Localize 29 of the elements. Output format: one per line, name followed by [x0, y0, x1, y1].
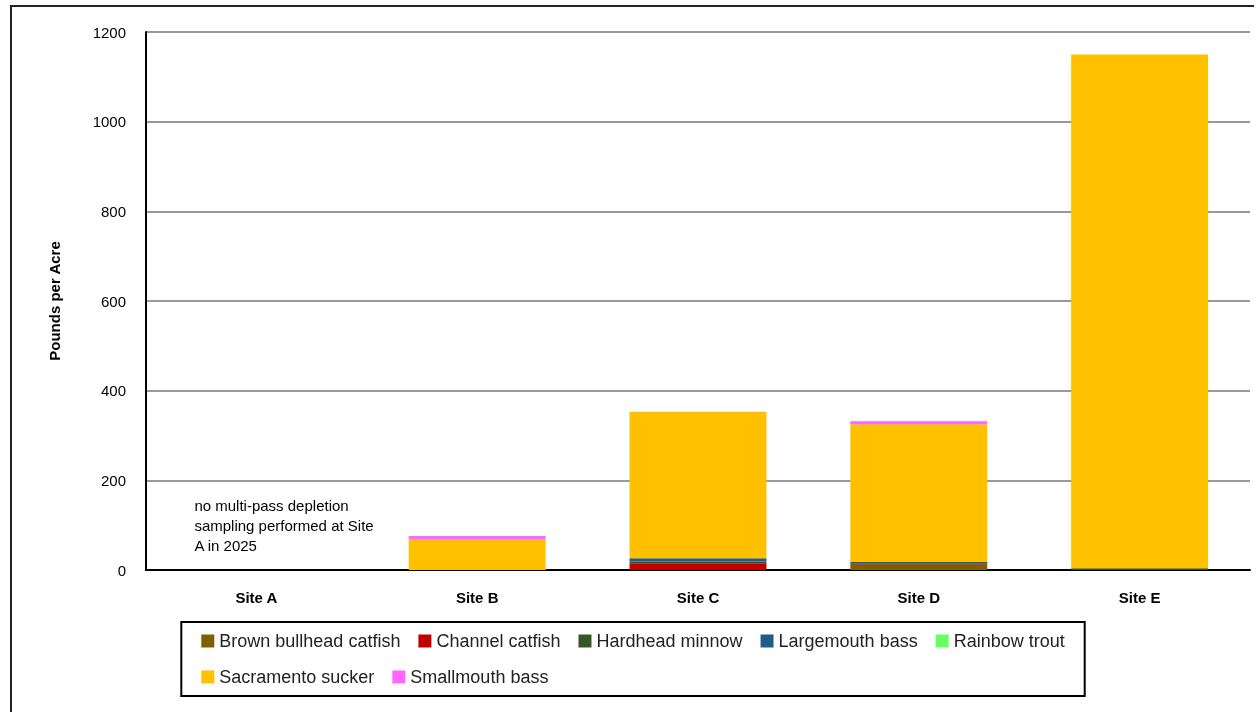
y-tick-label: 1200 — [92, 23, 126, 41]
x-tick-label: Site C — [676, 589, 720, 606]
bar — [1071, 54, 1209, 569]
legend-label: Rainbow trout — [953, 631, 1065, 651]
legend-label: Channel catfish — [436, 631, 561, 651]
legend-label: Sacramento sucker — [219, 667, 375, 687]
y-tick-label: 600 — [100, 292, 126, 310]
bar — [629, 411, 767, 559]
bar — [850, 565, 988, 570]
legend-label: Largemouth bass — [778, 631, 918, 651]
legend-label: Brown bullhead catfish — [219, 631, 401, 651]
bar — [850, 424, 988, 562]
y-tick-label: 200 — [100, 471, 126, 489]
x-tick-label: Site E — [1118, 589, 1161, 606]
annotation: no multi-pass depletion sampling performed at Site A in 2025 — [194, 496, 378, 554]
bar — [629, 563, 767, 570]
legend-label: Smallmouth bass — [410, 667, 549, 687]
x-tick-label: Site D — [897, 589, 941, 606]
bar — [850, 421, 988, 425]
y-tick-label: 1000 — [92, 113, 126, 131]
bar — [408, 539, 546, 570]
x-tick-label: Site B — [455, 589, 499, 606]
y-tick-label: 400 — [100, 382, 126, 400]
legend-label: Hardhead minnow — [596, 631, 744, 651]
y-axis-title: Pounds per Acre — [46, 241, 63, 361]
bar — [408, 535, 546, 540]
y-tick-label: 800 — [100, 202, 126, 220]
y-tick-label: 0 — [117, 561, 126, 579]
x-tick-label: Site A — [235, 589, 278, 606]
